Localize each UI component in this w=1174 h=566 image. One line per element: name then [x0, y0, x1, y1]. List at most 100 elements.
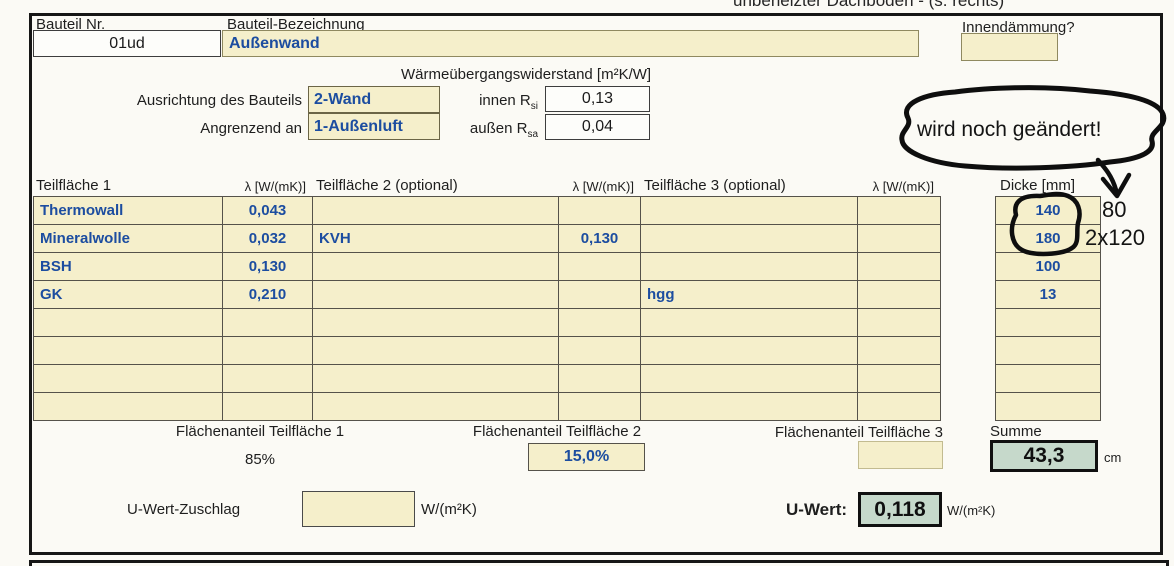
table-row: BSH 0,130 [34, 253, 941, 281]
cell-l2[interactable] [559, 337, 641, 365]
ausrichtung-label: Ausrichtung des Bauteils [136, 92, 302, 109]
cell-dicke[interactable] [996, 309, 1101, 337]
cell-l1[interactable] [223, 309, 313, 337]
col-header-dicke: Dicke [mm] [1000, 177, 1075, 194]
cell-l3[interactable] [858, 337, 941, 365]
cell-t3[interactable] [641, 309, 858, 337]
cell-dicke[interactable] [996, 393, 1101, 421]
cell-l1[interactable] [223, 365, 313, 393]
cell-dicke[interactable]: 13 [996, 281, 1101, 309]
cell-l2[interactable] [559, 281, 641, 309]
cell-l2[interactable] [559, 309, 641, 337]
bauteil-bezeichnung-field[interactable]: Außenwand [222, 30, 919, 57]
cell-t3[interactable] [641, 365, 858, 393]
cell-t2[interactable] [313, 281, 559, 309]
cell-l1[interactable]: 0,210 [223, 281, 313, 309]
cell-l3[interactable] [858, 393, 941, 421]
cell-t2[interactable] [313, 365, 559, 393]
table-row: GK 0,210 hgg [34, 281, 941, 309]
col-header-lambda3: λ [W/(mK)] [872, 179, 934, 194]
rsa-label: außen Rsa [469, 120, 538, 140]
table-row: Mineralwolle 0,032 KVH 0,130 [34, 225, 941, 253]
summe-label: Summe [990, 423, 1042, 440]
angrenzend-label: Angrenzend an [200, 120, 302, 137]
cell-l2[interactable] [559, 365, 641, 393]
cell-l1[interactable] [223, 337, 313, 365]
col-header-lambda2: λ [W/(mK)] [572, 179, 634, 194]
form-border [29, 13, 1163, 555]
cell-l2[interactable] [559, 197, 641, 225]
top-cut-note: unbeheizter Dachboden - (s. rechts) [733, 0, 1005, 10]
cell-l3[interactable] [858, 197, 941, 225]
uwert-unit: W/(m²K) [947, 503, 996, 518]
table-row [34, 393, 941, 421]
cell-l3[interactable] [858, 309, 941, 337]
ausrichtung-field[interactable]: 2-Wand [308, 86, 440, 113]
uwert-zuschlag-field[interactable] [302, 491, 415, 527]
cell-t2[interactable] [313, 253, 559, 281]
cell-t3[interactable] [641, 197, 858, 225]
bauteil-nr-label: Bauteil Nr. [36, 16, 106, 33]
cell-l2[interactable] [559, 393, 641, 421]
cell-t1[interactable] [34, 393, 223, 421]
cell-l2[interactable]: 0,130 [559, 225, 641, 253]
rsi-field[interactable]: 0,13 [545, 86, 650, 112]
layers-table: Thermowall 0,043 Mineralwolle 0,032 KVH … [33, 196, 941, 421]
angrenzend-field[interactable]: 1-Außenluft [308, 113, 440, 140]
cell-l3[interactable] [858, 365, 941, 393]
cell-t3[interactable] [641, 225, 858, 253]
cell-dicke[interactable] [996, 337, 1101, 365]
rsa-field[interactable]: 0,04 [545, 114, 650, 140]
cell-l3[interactable] [858, 225, 941, 253]
flaechenanteil3-label: Flächenanteil Teilfläche 3 [774, 424, 943, 441]
cell-t1[interactable]: Mineralwolle [34, 225, 223, 253]
cell-t2[interactable] [313, 337, 559, 365]
cell-t2[interactable] [313, 393, 559, 421]
col-header-teilflaeche3: Teilfläche 3 (optional) [644, 177, 786, 194]
cell-t2[interactable] [313, 197, 559, 225]
flaechenanteil1-value: 85% [244, 451, 276, 468]
cell-t3[interactable] [641, 337, 858, 365]
uwert-label: U-Wert: [786, 500, 848, 519]
cell-dicke[interactable] [996, 365, 1101, 393]
cell-l3[interactable] [858, 281, 941, 309]
cell-l2[interactable] [559, 253, 641, 281]
note-2x120: 2x120 [1085, 225, 1145, 250]
cell-dicke[interactable]: 100 [996, 253, 1101, 281]
cell-t1[interactable] [34, 337, 223, 365]
bauteil-nr-field[interactable]: 01ud [33, 30, 221, 57]
cell-t1[interactable] [34, 309, 223, 337]
cell-l1[interactable]: 0,032 [223, 225, 313, 253]
cell-t3[interactable] [641, 393, 858, 421]
summe-value-box: 43,3 [990, 440, 1098, 472]
innendaemmung-label: Innendämmung? [962, 19, 1075, 36]
cell-t2[interactable] [313, 309, 559, 337]
cell-t3[interactable] [641, 253, 858, 281]
cell-dicke[interactable]: 140 [996, 197, 1101, 225]
table-row [34, 365, 941, 393]
flaechenanteil2-label: Flächenanteil Teilfläche 2 [472, 423, 642, 440]
flaechenanteil2-field[interactable]: 15,0% [528, 443, 645, 471]
cell-l1[interactable]: 0,130 [223, 253, 313, 281]
table-row [34, 309, 941, 337]
cell-t3[interactable]: hgg [641, 281, 858, 309]
summe-unit: cm [1104, 450, 1122, 465]
flaechenanteil3-field[interactable] [858, 441, 943, 469]
uwert-value-box: 0,118 [858, 492, 942, 527]
cell-t1[interactable] [34, 365, 223, 393]
col-header-teilflaeche2: Teilfläche 2 (optional) [316, 177, 458, 194]
innendaemmung-field[interactable] [961, 33, 1058, 61]
col-header-teilflaeche1: Teilfläche 1 [36, 177, 112, 194]
cell-l3[interactable] [858, 253, 941, 281]
bubble-note-text: wird noch geändert! [917, 118, 1102, 141]
cell-t2[interactable]: KVH [313, 225, 559, 253]
cell-t1[interactable]: BSH [34, 253, 223, 281]
cell-t1[interactable]: Thermowall [34, 197, 223, 225]
cell-l1[interactable] [223, 393, 313, 421]
cell-l1[interactable]: 0,043 [223, 197, 313, 225]
col-header-lambda1: λ [W/(mK)] [244, 179, 306, 194]
cell-t1[interactable]: GK [34, 281, 223, 309]
next-form-top-edge [29, 560, 1169, 566]
uwert-zuschlag-label: U-Wert-Zuschlag [127, 501, 241, 518]
